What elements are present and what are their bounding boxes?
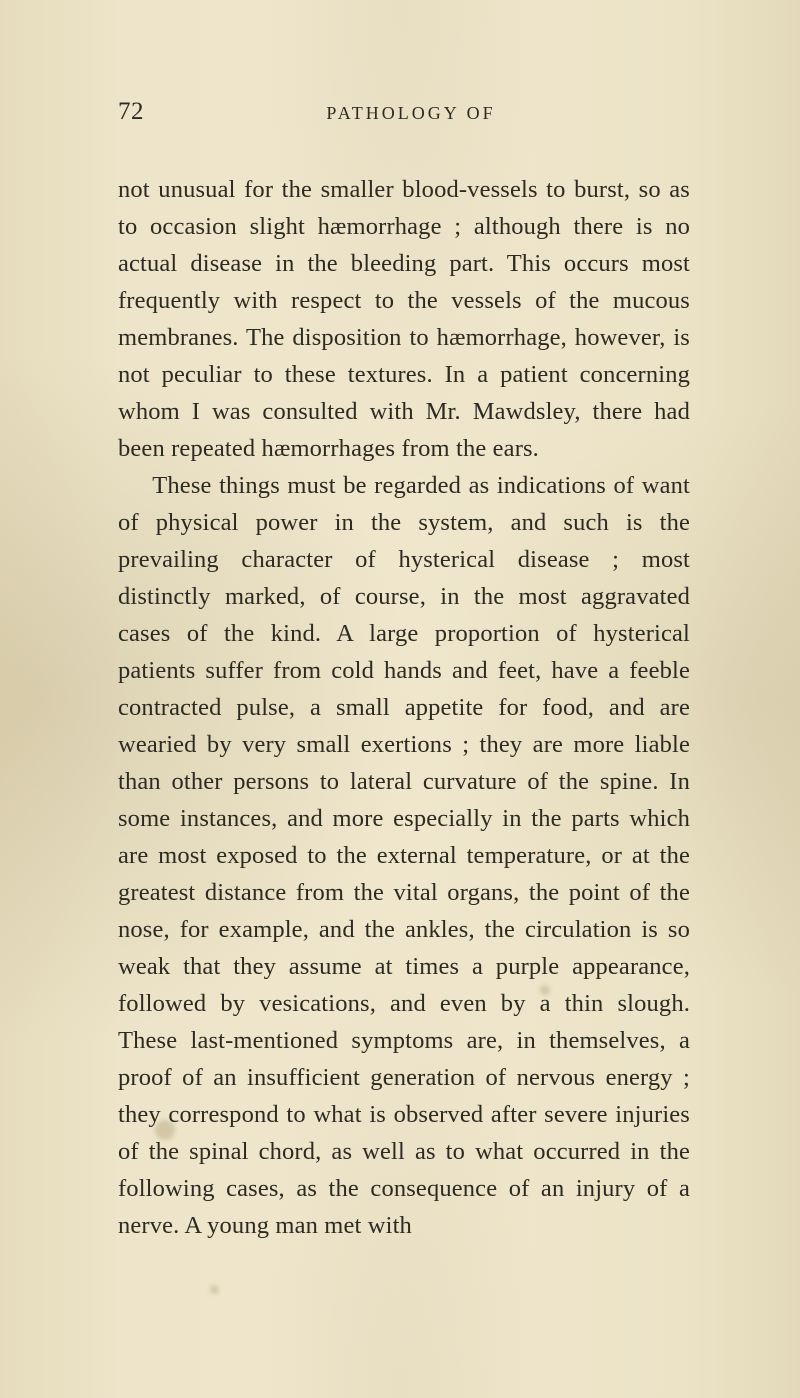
page: 72 PATHOLOGY OF not unusual for the smal… xyxy=(0,0,800,1398)
paragraph: not unusual for the smaller blood-vessel… xyxy=(118,172,690,468)
page-number: 72 xyxy=(118,98,144,126)
content-area: 72 PATHOLOGY OF not unusual for the smal… xyxy=(118,98,690,1245)
body-text: not unusual for the smaller blood-vessel… xyxy=(118,172,690,1245)
foxing-spot xyxy=(210,1285,219,1294)
paragraph: These things must be regarded as indicat… xyxy=(118,468,690,1245)
running-head: 72 PATHOLOGY OF xyxy=(118,98,690,126)
running-title: PATHOLOGY OF xyxy=(172,103,690,124)
